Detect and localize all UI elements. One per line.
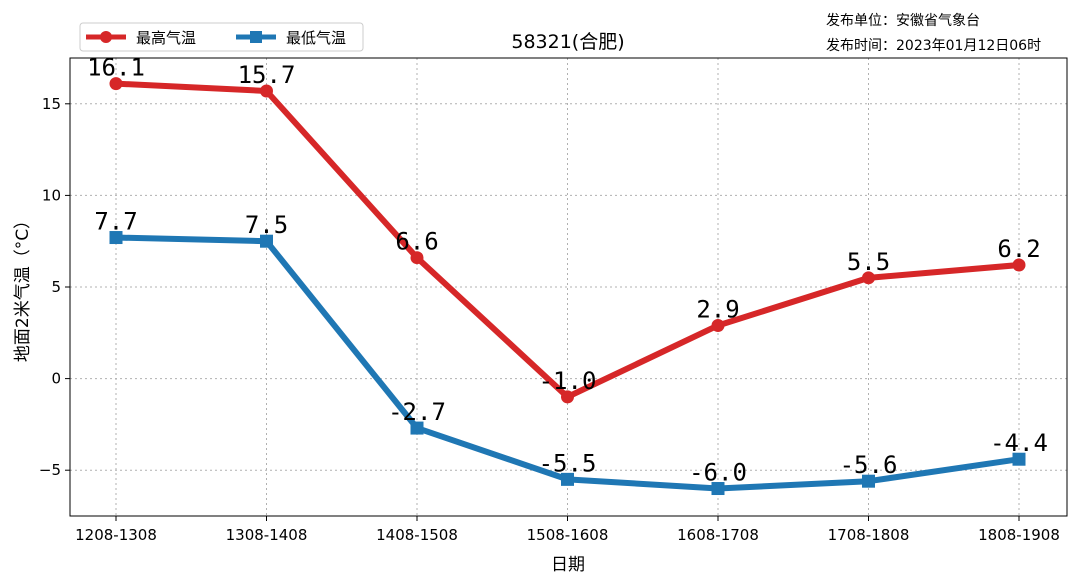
data-label: 7.5 (245, 211, 288, 239)
x-tick-label: 1408-1508 (376, 526, 458, 544)
data-point-min (862, 474, 875, 488)
data-point-min (410, 421, 424, 435)
x-tick-label: 1808-1908 (978, 526, 1060, 544)
data-point-min (711, 482, 725, 496)
y-tick-label: 10 (42, 186, 61, 204)
data-point-min (1012, 452, 1026, 466)
x-tick-label: 1508-1608 (527, 526, 609, 544)
legend-label-min: 最低气温 (286, 29, 346, 47)
grid (70, 58, 1067, 516)
data-point-max (862, 271, 875, 285)
data-label: -2.7 (388, 398, 446, 426)
data-point-max (260, 84, 273, 98)
x-tick-label: 1208-1308 (75, 526, 157, 544)
data-label: -1.0 (539, 367, 597, 395)
y-tick-label: 5 (51, 278, 61, 296)
data-labels: 16.1 15.7 6.6 -1.0 2.9 5.5 6.2 7.7 7.5 -2.7 -5.5 -6… (87, 54, 1048, 487)
legend-marker-max (100, 31, 112, 43)
data-point-max (410, 251, 424, 265)
legend-marker-min (250, 31, 262, 43)
y-axis-label: 地面2米气温（°C） (13, 212, 33, 362)
x-axis-label: 日期 (551, 555, 585, 575)
legend-box (79, 22, 364, 52)
data-point-min (260, 234, 273, 248)
data-label: 2.9 (696, 295, 739, 323)
data-point-max (711, 318, 725, 332)
data-point-min (109, 231, 123, 245)
data-point-max (109, 77, 123, 91)
y-tick-label: 0 (51, 370, 61, 388)
data-label: 6.6 (395, 228, 438, 256)
data-label: 7.7 (94, 208, 137, 236)
y-tick-label: −5 (39, 461, 61, 479)
data-label: 6.2 (997, 235, 1040, 263)
publisher-unit: 发布单位：安徽省气象台 (826, 13, 980, 29)
data-label: -5.5 (539, 449, 597, 477)
data-label: -6.0 (689, 459, 747, 487)
plot-frame (69, 57, 1068, 517)
x-tick-label: 1708-1808 (828, 526, 910, 544)
data-point-max (561, 390, 574, 404)
publish-time: 发布时间：2023年01月12日06时 (826, 38, 1041, 54)
data-label: 15.7 (238, 61, 296, 89)
data-label: -4.4 (990, 429, 1048, 457)
x-tick-label: 1308-1408 (226, 526, 308, 544)
y-tick-label: 15 (42, 95, 61, 113)
chart-title: 58321(合肥) (511, 31, 624, 53)
x-tick-label: 1608-1708 (677, 526, 759, 544)
data-point-min (561, 472, 574, 486)
data-label: 16.1 (87, 54, 145, 82)
legend: 最高气温 最低气温 (79, 22, 364, 52)
series-layer (109, 77, 1026, 496)
data-label: 5.5 (847, 248, 890, 276)
axes: 1208-1308 1308-1408 1408-1508 1508-1608 1608… (39, 95, 1060, 544)
legend-label-max: 最高气温 (136, 29, 196, 47)
data-label: -5.6 (840, 451, 898, 479)
data-point-max (1012, 258, 1026, 272)
